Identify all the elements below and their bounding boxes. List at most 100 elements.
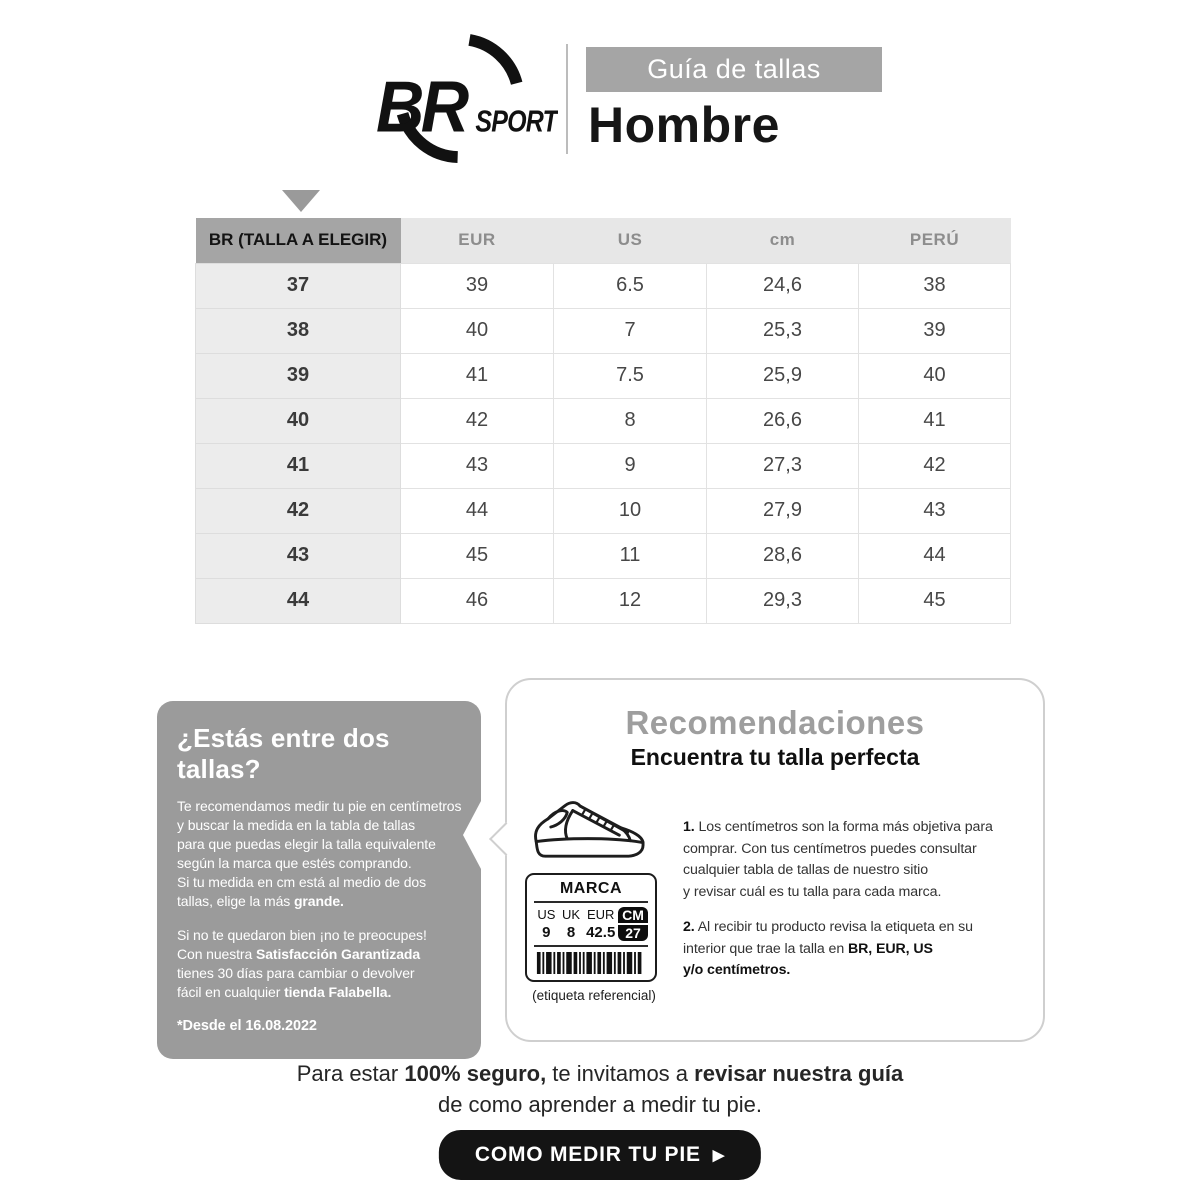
table-cell: 11	[553, 532, 707, 579]
item2-text: Al recibir tu producto revisa la etiquet…	[683, 919, 973, 957]
table-cell: 39	[400, 262, 554, 309]
recommendation-item-2: 2. Al recibir tu producto revisa la etiq…	[683, 917, 1025, 982]
cell-br-size: 43	[195, 532, 401, 579]
table-cell: 46	[400, 577, 554, 624]
recommendations-title: Recomendaciones	[625, 704, 925, 741]
recommendations-columns: MARCA US UK EUR 9 8 42.5 CM 27	[507, 783, 1043, 1003]
table-cell: 24,6	[706, 262, 859, 309]
table-cell: 40	[400, 307, 554, 354]
logo-swoosh-bottom	[396, 111, 459, 163]
table-cell: 27,3	[706, 442, 859, 489]
size-conversion-table: BR (TALLA A ELEGIR) EUR US cm PERÚ 37 39 6…	[195, 218, 1011, 624]
table-cell: 7.5	[553, 352, 707, 399]
table-row: 44 46 12 29,3 45	[195, 577, 1011, 624]
column-header-br: BR (TALLA A ELEGIR)	[195, 218, 401, 263]
bubble-p1-bold: grande.	[293, 893, 344, 910]
how-to-measure-button-label: COMO MEDIR TU PIE	[474, 1143, 701, 1166]
bubble-p2-text-b: tienes 30 días para cambiar o devolver f…	[177, 965, 415, 1001]
table-cell: 38	[858, 262, 1011, 309]
table-cell: 43	[400, 442, 554, 489]
table-header-row: BR (TALLA A ELEGIR) EUR US cm PERÚ	[195, 218, 1011, 263]
bubble-paragraph-1: Te recomendamos medir tu pie en centímet…	[177, 797, 467, 911]
table-cell: 28,6	[706, 532, 859, 579]
footer-text-b: te invitamos a	[546, 1061, 695, 1086]
table-cell: 45	[858, 577, 1011, 624]
arrow-right-icon: ▶	[712, 1146, 726, 1164]
size-guide-banner-label: Guía de tallas	[647, 54, 821, 84]
footer-bold-b: revisar nuestra guía	[694, 1061, 904, 1086]
table-cell: 40	[858, 352, 1011, 399]
cell-br-size: 44	[195, 577, 401, 624]
bubble-p2-bold-a: Satisfacción Garantizada	[255, 946, 421, 963]
table-cell: 25,9	[706, 352, 859, 399]
table-row: 42 44 10 27,9 43	[195, 487, 1011, 534]
bubble-p2-bold-b: tienda Falabella.	[284, 984, 392, 1001]
footer-text: Para estar 100% seguro, te invitamos a r…	[0, 1058, 1200, 1120]
bubble-p2-text-a: Si no te quedaron bien ¡no te preocupes!…	[177, 927, 427, 963]
item2-number: 2.	[683, 919, 695, 936]
table-row: 37 39 6.5 24,6 38	[195, 262, 1011, 309]
table-cell: 25,3	[706, 307, 859, 354]
table-cell: 39	[858, 307, 1011, 354]
item1-number: 1.	[683, 819, 695, 835]
between-sizes-bubble: ¿Estás entre dos tallas? Te recomendamos…	[157, 701, 481, 1060]
logo-swoosh-top	[468, 34, 523, 85]
column-header-cm: cm	[706, 218, 859, 263]
bubble-p1-text: Te recomendamos medir tu pie en centímet…	[177, 798, 462, 910]
table-row: 43 45 11 28,6 44	[195, 532, 1011, 579]
label-brand: MARCA	[534, 880, 648, 903]
label-sizes: US UK EUR 9 8 42.5 CM 27	[534, 907, 648, 947]
item1-text: Los centímetros son la forma más objetiv…	[683, 819, 993, 900]
label-cm-header: CM	[622, 907, 644, 923]
bubble-paragraph-2: Si no te quedaron bien ¡no te preocupes!…	[177, 926, 467, 1002]
recommendations-text-column: 1. Los centímetros son la forma más obje…	[671, 783, 1025, 1003]
table-cell: 26,6	[706, 397, 859, 444]
table-cell: 43	[858, 487, 1011, 534]
sneaker-icon	[534, 801, 645, 858]
label-cm-box: CM 27	[618, 907, 648, 941]
barcode-icon	[536, 952, 642, 974]
label-val-eur: 42.5	[586, 923, 616, 941]
table-row: 40 42 8 26,6 41	[195, 397, 1011, 444]
column-header-us: US	[553, 218, 707, 263]
size-guide-banner: Guía de tallas	[586, 47, 882, 92]
footer-text-c: de como aprender a medir tu pie.	[437, 1092, 763, 1118]
table-cell: 44	[858, 532, 1011, 579]
table-cell: 27,9	[706, 487, 859, 534]
table-cell: 45	[400, 532, 554, 579]
table-cell: 29,3	[706, 577, 859, 624]
column-header-eur: EUR	[400, 218, 554, 263]
table-cell: 42	[858, 442, 1011, 489]
table-cell: 10	[553, 487, 707, 534]
table-cell: 6.5	[553, 262, 707, 309]
how-to-measure-button[interactable]: COMO MEDIR TU PIE ▶	[438, 1130, 762, 1180]
table-row: 38 40 7 25,3 39	[195, 307, 1011, 354]
cell-br-size: 40	[195, 397, 401, 444]
footer-text-a: Para estar	[296, 1061, 405, 1086]
column-header-peru: PERÚ	[858, 218, 1011, 263]
label-col-uk: UK	[562, 907, 581, 923]
bubble-title: ¿Estás entre dos tallas?	[177, 723, 390, 784]
page-title: Hombre	[588, 97, 780, 153]
table-cell: 44	[400, 487, 554, 534]
table-cell: 9	[553, 442, 707, 489]
footer-bold-a: 100% seguro,	[404, 1061, 547, 1086]
recommendation-item-1: 1. Los centímetros son la forma más obje…	[683, 817, 1025, 903]
table-cell: 8	[553, 397, 707, 444]
table-cell: 12	[553, 577, 707, 624]
recommendations-card: Recomendaciones Encuentra tu talla perfe…	[489, 678, 1045, 1042]
label-col-us: US	[537, 907, 556, 923]
bubble-footnote: *Desde el 16.08.2022	[177, 1018, 317, 1035]
label-val-uk: 8	[566, 923, 576, 941]
table-row: 41 43 9 27,3 42	[195, 442, 1011, 489]
table-cell: 7	[553, 307, 707, 354]
cell-br-size: 41	[195, 442, 401, 489]
logo-text-sport: SPORT	[475, 104, 558, 138]
brsport-logo: BR SPORT	[376, 30, 560, 168]
column-pointer-triangle-icon	[282, 190, 320, 212]
label-val-us: 9	[542, 923, 551, 941]
recommendations-left-column: MARCA US UK EUR 9 8 42.5 CM 27	[525, 783, 671, 1003]
item2-bold: BR, EUR, US y/o centímetros.	[683, 940, 933, 979]
table-cell: 41	[400, 352, 554, 399]
